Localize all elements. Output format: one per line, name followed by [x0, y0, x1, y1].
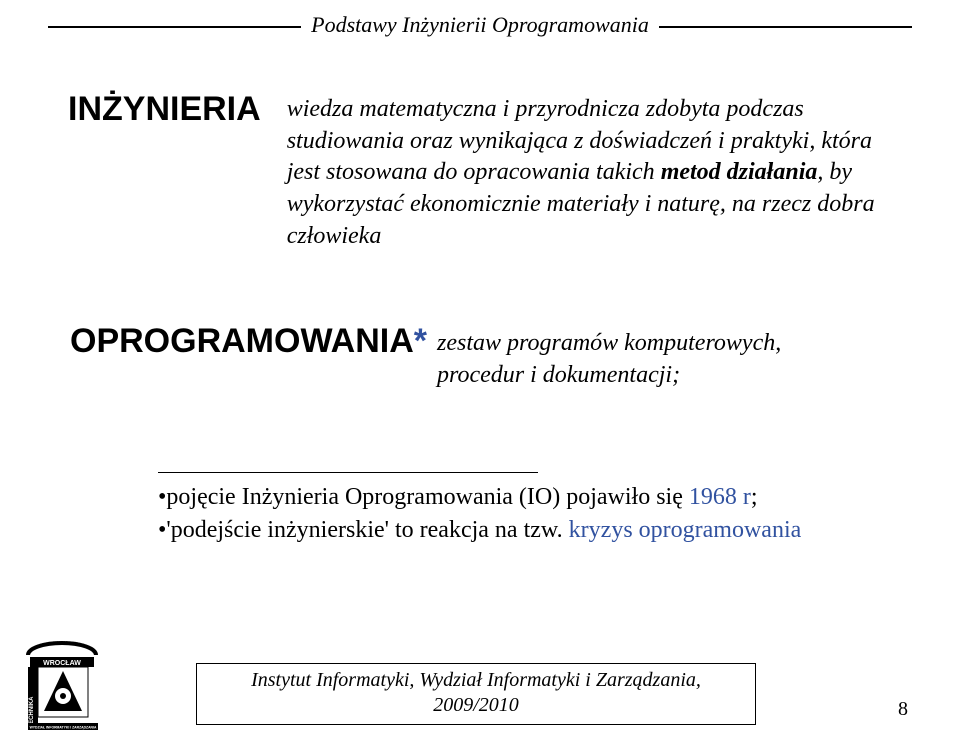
term2-text: OPROGRAMOWANIA: [70, 322, 414, 360]
logo-bottom-text: WYDZIAŁ INFORMATYKI I ZARZĄDZANIA: [30, 726, 97, 730]
definition-block-1: INŻYNIERIA wiedza matematyczna i przyrod…: [68, 90, 912, 252]
footnote-rule: [158, 472, 538, 473]
footnote-line-1: •pojęcie Inżynieria Oprogramowania (IO) …: [158, 481, 872, 515]
page-header: Podstawy Inżynierii Oprogramowania: [0, 12, 960, 38]
fn2-blue: kryzys oprogramowania: [569, 517, 802, 543]
fn1-part2: ;: [751, 484, 758, 510]
page-header-title: Podstawy Inżynierii Oprogramowania: [301, 12, 659, 37]
page-number: 8: [898, 698, 908, 721]
term-inzynieria: INŻYNIERIA: [68, 90, 261, 129]
footnotes: •pojęcie Inżynieria Oprogramowania (IO) …: [158, 472, 872, 548]
footer: Instytut Informatyki, Wydział Informatyk…: [0, 663, 960, 725]
term2-star: *: [414, 322, 427, 360]
content: INŻYNIERIA wiedza matematyczna i przyrod…: [48, 0, 912, 548]
page: Podstawy Inżynierii Oprogramowania INŻYN…: [0, 0, 960, 753]
fn1-part1: •pojęcie Inżynieria Oprogramowania (IO) …: [158, 484, 689, 510]
term-oprogramowania: OPROGRAMOWANIA*: [70, 322, 427, 361]
fn2-part1: •'podejście inżynierskie' to reakcja na …: [158, 517, 569, 543]
footer-box: Instytut Informatyki, Wydział Informatyk…: [196, 663, 756, 725]
def1-bold: metod działania: [661, 159, 818, 185]
definition-oprogramowania: zestaw programów komputerowych, procedur…: [437, 322, 837, 391]
definition-inzynieria: wiedza matematyczna i przyrodnicza zdoby…: [287, 90, 887, 252]
footnote-line-2: •'podejście inżynierskie' to reakcja na …: [158, 514, 872, 548]
definition-block-2: OPROGRAMOWANIA* zestaw programów kompute…: [70, 322, 912, 391]
fn1-blue: 1968 r: [689, 484, 751, 510]
footer-line-1: Instytut Informatyki, Wydział Informatyk…: [209, 668, 743, 693]
footer-line-2: 2009/2010: [209, 693, 743, 718]
